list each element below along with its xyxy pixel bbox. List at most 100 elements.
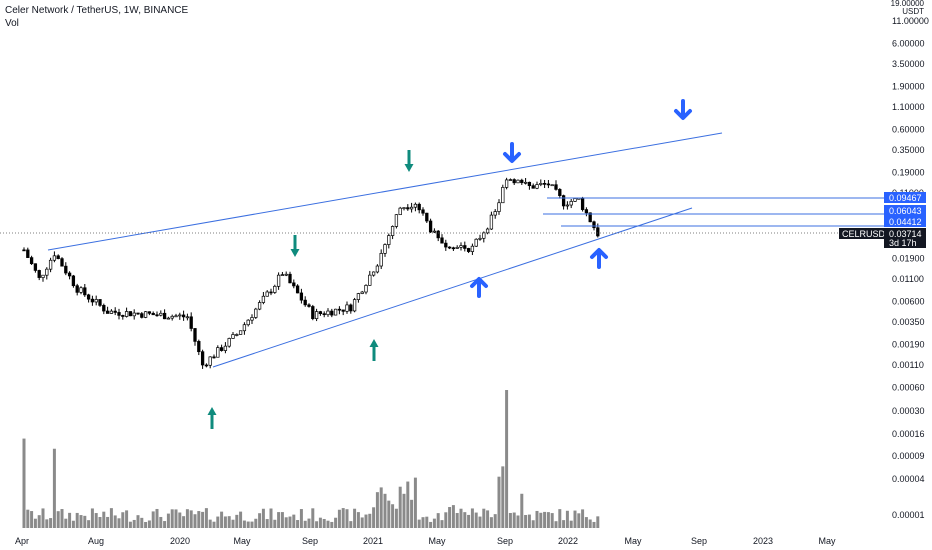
down-arrow-icon[interactable] [674, 99, 692, 120]
volume-bar [182, 516, 186, 528]
candle-body [398, 207, 402, 216]
candle-body [246, 319, 250, 326]
candle-body [98, 299, 102, 306]
candle-body [292, 282, 296, 287]
volume-bar [527, 514, 531, 528]
candle-body [143, 311, 148, 318]
up-arrow-icon[interactable] [590, 248, 608, 269]
volume-bar [334, 517, 338, 528]
volume-bar [562, 520, 566, 528]
price-tick-label: 11.00000 [892, 16, 929, 26]
price-tick-label: 0.00600 [892, 297, 925, 307]
candle-body [520, 179, 524, 184]
volume-bar [87, 520, 91, 528]
volume-bar [326, 520, 330, 528]
candle-body [174, 315, 178, 318]
level-tag-3: 0.04412 [884, 216, 926, 227]
down-arrow-icon[interactable] [404, 150, 414, 172]
candle-body [592, 221, 596, 229]
symbol-tag: CELRUSDT [839, 228, 891, 239]
volume-bar [592, 521, 596, 528]
volume-bar [364, 514, 368, 528]
candle-body [546, 183, 551, 186]
candle-body [527, 181, 532, 187]
candle-body [580, 197, 585, 210]
up-arrow-icon[interactable] [470, 277, 488, 298]
volume-bar [311, 508, 315, 528]
symbol-title[interactable]: Celer Network / TetherUS, 1W, BINANCE [5, 5, 189, 16]
volume-bar [588, 519, 592, 528]
up-arrow-icon[interactable] [207, 407, 217, 429]
volume-bar [436, 513, 440, 528]
up-arrow-icon[interactable] [369, 339, 379, 361]
candle-body [90, 298, 95, 303]
candle-body [151, 312, 155, 316]
candle-body [311, 306, 315, 319]
candle-body [48, 259, 53, 270]
volume-bar [451, 505, 455, 528]
down-arrow-icon[interactable] [503, 142, 521, 163]
volume-bar [501, 466, 505, 528]
volume-bar [573, 510, 577, 528]
candle-body [261, 295, 266, 303]
svg-text:0.09467: 0.09467 [889, 193, 922, 203]
volume-bar [231, 519, 235, 528]
candle-body [432, 230, 437, 233]
candle-body [413, 203, 418, 208]
candle-body [132, 312, 136, 317]
price-tick-label: 0.00350 [892, 317, 925, 327]
volume-bar [174, 509, 178, 528]
volume-bar [440, 520, 444, 528]
candle-body [29, 257, 34, 265]
volume-bar [106, 516, 110, 528]
volume-bar [147, 520, 151, 528]
candle-body [485, 228, 490, 234]
volume-tick-label: 0.00016 [892, 429, 925, 439]
candle-body [501, 187, 505, 204]
volume-bar [26, 509, 30, 528]
candle-body [83, 287, 87, 296]
candle-body [193, 328, 197, 342]
volume-bar [189, 510, 193, 528]
candle-body [109, 310, 114, 314]
time-tick-label: 2021 [363, 536, 383, 546]
volume-bar [170, 509, 174, 528]
candle-body [314, 311, 319, 319]
volume-bar [303, 520, 307, 528]
volume-bar [45, 519, 49, 528]
time-tick-label: May [233, 536, 251, 546]
candle-body [379, 253, 383, 267]
candle-body [516, 179, 520, 184]
candle-body [584, 209, 589, 214]
volume-bar [163, 521, 167, 528]
candle-body [60, 258, 64, 267]
candle-body [208, 356, 212, 366]
candle-body [535, 184, 539, 189]
volume-bar [391, 504, 395, 528]
candle-body [185, 316, 190, 319]
candle-body [352, 299, 357, 312]
upper-trendline[interactable] [47, 132, 723, 251]
volume-bar [121, 512, 125, 528]
volume-bar [212, 521, 216, 528]
volume-bar [539, 512, 543, 528]
candle-body [71, 275, 76, 287]
time-tick-label: 2020 [170, 536, 190, 546]
volume-label[interactable]: Vol [5, 18, 19, 29]
price-tick-label: 0.01900 [892, 254, 925, 264]
volume-bar [239, 511, 243, 528]
volume-bar [512, 512, 516, 528]
volume-bar [413, 477, 417, 528]
candle-body [170, 315, 174, 319]
candle-body [295, 285, 300, 294]
lower-trendline[interactable] [212, 207, 693, 368]
candle-body [307, 304, 311, 307]
last-price-tag: 0.03714 3d 17h [884, 228, 926, 248]
price-tags: 0.09467 0.06043 0.04412 CELRUSDT 0.03714… [839, 192, 926, 248]
candle-body [455, 246, 459, 249]
down-arrow-icon[interactable] [290, 235, 300, 257]
candle-body [181, 314, 186, 318]
candle-body [371, 271, 376, 276]
volume-bar [406, 481, 410, 528]
